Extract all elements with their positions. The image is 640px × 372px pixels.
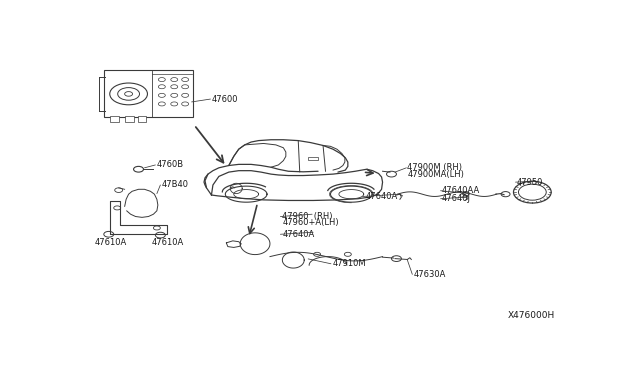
Text: 47B40: 47B40 — [162, 180, 189, 189]
Text: 47600: 47600 — [211, 94, 238, 103]
Text: 47910M: 47910M — [333, 259, 367, 268]
Text: 47900M (RH): 47900M (RH) — [408, 163, 462, 172]
Text: X476000H: X476000H — [508, 311, 555, 320]
Text: 47630A: 47630A — [413, 270, 445, 279]
FancyBboxPatch shape — [138, 116, 147, 122]
FancyBboxPatch shape — [125, 116, 134, 122]
FancyBboxPatch shape — [110, 116, 119, 122]
FancyBboxPatch shape — [104, 70, 193, 118]
Text: 47640J: 47640J — [442, 194, 471, 203]
Text: 47950: 47950 — [516, 178, 543, 187]
Text: 47610A: 47610A — [152, 238, 184, 247]
Text: 47610A: 47610A — [95, 238, 127, 247]
Text: 47960  (RH): 47960 (RH) — [282, 212, 333, 221]
Text: 47640AA: 47640AA — [442, 186, 481, 195]
Text: 47900MA(LH): 47900MA(LH) — [408, 170, 464, 179]
Text: 47960+A(LH): 47960+A(LH) — [282, 218, 339, 227]
Text: 47640A: 47640A — [282, 230, 315, 239]
Text: 47640A: 47640A — [365, 192, 398, 201]
Text: 4760B: 4760B — [157, 160, 184, 169]
FancyBboxPatch shape — [308, 157, 317, 160]
